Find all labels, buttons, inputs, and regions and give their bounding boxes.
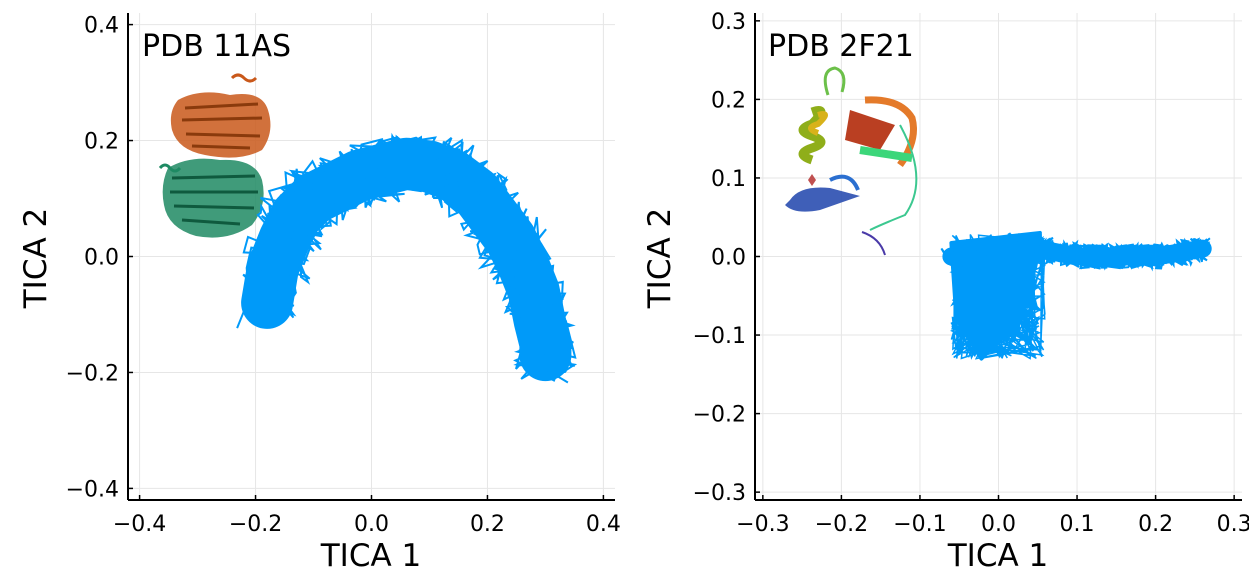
y-tick-label: 0.0 xyxy=(84,246,119,271)
y-tick-label: 0.0 xyxy=(711,246,746,271)
x-tick-label: 0.0 xyxy=(354,512,389,537)
y-tick-label: −0.3 xyxy=(693,481,746,506)
y-tick-label: 0.4 xyxy=(84,14,119,39)
x-tick-label: 0.0 xyxy=(981,512,1016,537)
panel-title: PDB 11AS xyxy=(142,29,291,64)
trajectory-series xyxy=(940,230,1212,361)
y-axis-label: TICA 2 xyxy=(18,208,54,310)
y-tick-label: −0.1 xyxy=(693,324,746,349)
y-tick-label: 0.2 xyxy=(711,88,746,113)
x-tick-label: 0.4 xyxy=(586,512,621,537)
protein-dimer-structure-image xyxy=(158,73,271,238)
chart-panel-11as: −0.4 −0.2 0.0 0.2 0.4 −0.4 −0.2 0.0 0.2 0.4 PDB 1… xyxy=(18,13,621,569)
y-tick-label: −0.2 xyxy=(66,361,119,386)
x-tick-label: 0.1 xyxy=(1060,512,1095,537)
x-axis-label: TICA 1 xyxy=(320,538,422,569)
chart-panel-2f21: −0.3 −0.2 −0.1 0.0 0.1 0.2 0.3 −0.3 −0.2 −0.1 0.0 0… xyxy=(642,10,1249,569)
protein-ribbon-structure-image xyxy=(785,66,918,256)
x-tick-label: 0.2 xyxy=(470,512,505,537)
y-tick-label: −0.2 xyxy=(693,403,746,428)
y-tick-label: 0.2 xyxy=(84,130,119,155)
axes: −0.3 −0.2 −0.1 0.0 0.1 0.2 0.3 −0.3 −0.2 −0.1 0.0 0… xyxy=(693,10,1249,537)
y-tick-label: −0.4 xyxy=(66,477,119,502)
x-tick-label: −0.2 xyxy=(815,512,868,537)
x-tick-label: −0.4 xyxy=(113,512,166,537)
x-tick-label: −0.3 xyxy=(736,512,789,537)
series-cluster-trajectory xyxy=(949,232,1047,360)
y-tick-label: 0.1 xyxy=(711,167,746,192)
grid-lines xyxy=(128,13,615,500)
y-axis-label: TICA 2 xyxy=(642,208,678,310)
x-axis-label: TICA 1 xyxy=(947,538,1049,569)
panel-title: PDB 2F21 xyxy=(768,29,914,64)
axes: −0.4 −0.2 0.0 0.2 0.4 −0.4 −0.2 0.0 0.2 0.4 xyxy=(66,13,621,537)
x-tick-label: −0.2 xyxy=(229,512,282,537)
x-tick-label: 0.2 xyxy=(1138,512,1173,537)
x-tick-label: −0.1 xyxy=(893,512,946,537)
trajectory-series xyxy=(236,132,578,384)
x-tick-label: 0.3 xyxy=(1217,512,1249,537)
y-tick-label: 0.3 xyxy=(711,10,746,35)
series-trajectory xyxy=(236,132,578,384)
